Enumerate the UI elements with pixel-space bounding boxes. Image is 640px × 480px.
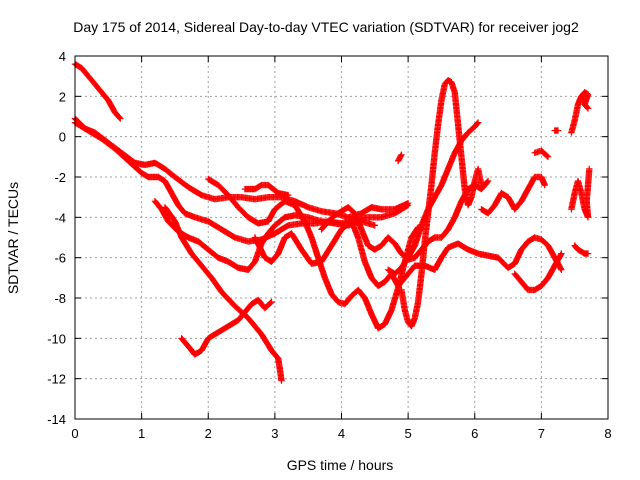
series-arc-2 xyxy=(71,115,412,221)
series-markers xyxy=(531,147,552,160)
series-arc-20 xyxy=(571,242,592,257)
series-arc-8 xyxy=(241,181,292,199)
series-markers xyxy=(241,181,292,199)
y-tick-label: -2 xyxy=(54,170,66,185)
series-markers xyxy=(551,127,562,134)
series-arc-11 xyxy=(394,151,405,165)
data-series xyxy=(71,60,593,384)
series-arc-5 xyxy=(161,204,285,384)
series-arc-16 xyxy=(531,147,552,160)
series-arc-18 xyxy=(568,165,593,221)
x-tick-label: 1 xyxy=(138,426,145,441)
y-tick-label: 0 xyxy=(59,130,66,145)
y-tick-label: -10 xyxy=(47,331,66,346)
series-markers xyxy=(71,115,412,221)
chart-title: Day 175 of 2014, Sidereal Day-to-day VTE… xyxy=(73,19,579,35)
series-markers xyxy=(71,60,124,122)
series-markers xyxy=(161,204,285,384)
x-tick-label: 8 xyxy=(604,426,611,441)
series-markers xyxy=(178,296,275,358)
y-tick-label: 4 xyxy=(59,49,66,64)
series-markers xyxy=(384,119,482,277)
y-tick-labels: 4 2 0 -2 -4 -6 -8 -10 -12 -14 xyxy=(47,49,66,427)
x-tick-label: 0 xyxy=(71,426,78,441)
x-tick-labels: 0 1 2 3 4 5 6 7 8 xyxy=(71,426,611,441)
x-tick-label: 4 xyxy=(338,426,345,441)
x-axis-label: GPS time / hours xyxy=(287,457,394,473)
x-tick-label: 3 xyxy=(271,426,278,441)
series-arc-6 xyxy=(178,296,275,358)
series-markers xyxy=(511,250,565,294)
series-markers xyxy=(478,173,548,217)
series-markers xyxy=(568,89,592,136)
series-markers xyxy=(571,242,592,257)
series-arc-17 xyxy=(551,127,562,134)
x-tick-label: 2 xyxy=(205,426,212,441)
series-markers xyxy=(568,165,593,221)
grid xyxy=(75,56,608,419)
series-markers xyxy=(394,151,405,165)
y-tick-label: -8 xyxy=(54,291,66,306)
x-tick-label: 6 xyxy=(471,426,478,441)
series-arc-19 xyxy=(568,89,592,136)
series-arc-14 xyxy=(478,173,548,217)
x-tick-label: 7 xyxy=(538,426,545,441)
y-tick-label: -14 xyxy=(47,412,66,427)
series-markers xyxy=(251,218,565,290)
series-arc-15 xyxy=(511,250,565,294)
plot-frame xyxy=(74,55,609,420)
x-tick-label: 5 xyxy=(405,426,412,441)
series-arc-13 xyxy=(384,119,482,277)
y-tick-label: -6 xyxy=(54,251,66,266)
series-arc-1 xyxy=(71,60,124,122)
y-tick-label: -4 xyxy=(54,210,66,225)
y-axis-label: SDTVAR / TECUs xyxy=(5,182,21,294)
series-arc-9 xyxy=(251,218,565,290)
y-tick-label: -12 xyxy=(47,372,66,387)
y-tick-label: 2 xyxy=(59,89,66,104)
